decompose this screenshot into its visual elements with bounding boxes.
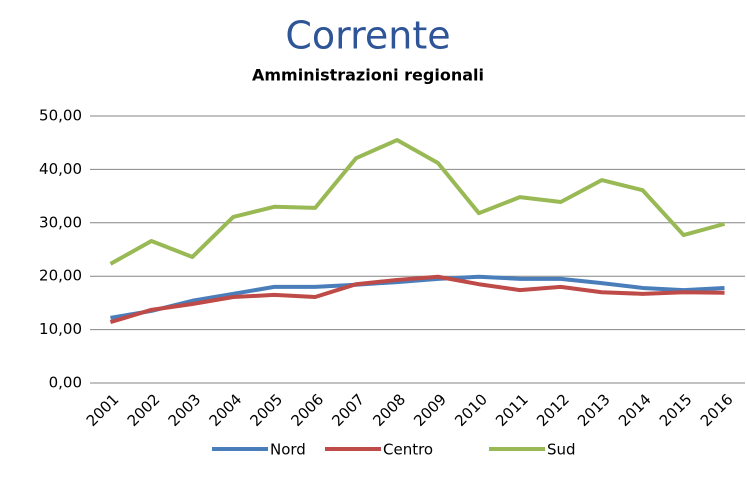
x-tick-label: 2008 [369, 390, 409, 430]
y-tick-label: 50,00 [39, 107, 82, 125]
x-tick-label: 2004 [206, 390, 246, 430]
chart-title: Corrente [285, 14, 450, 58]
x-tick-label: 2003 [165, 390, 205, 430]
series-line [109, 274, 725, 325]
y-tick-label: 30,00 [39, 213, 82, 231]
x-tick-label: 2001 [83, 390, 123, 430]
chart-subtitle: Amministrazioni regionali [252, 66, 484, 85]
y-tick-label: 0,00 [49, 374, 82, 392]
legend-label: Nord [270, 441, 306, 459]
x-tick-label: 2005 [246, 390, 286, 430]
x-tick-label: 2014 [615, 390, 655, 430]
x-tick-label: 2010 [451, 390, 491, 430]
x-tick-label: 2016 [697, 390, 737, 430]
series-line [110, 274, 725, 320]
legend-label: Sud [547, 441, 576, 459]
series-line [109, 138, 726, 266]
y-tick-label: 20,00 [39, 267, 82, 285]
x-tick-label: 2009 [410, 390, 450, 430]
y-tick-label: 40,00 [39, 160, 82, 178]
x-tick-label: 2006 [287, 390, 327, 430]
x-tick-label: 2015 [656, 390, 696, 430]
y-tick-label: 10,00 [39, 320, 82, 338]
legend-label: Centro [383, 441, 433, 459]
x-tick-label: 2002 [124, 390, 164, 430]
x-tick-label: 2012 [533, 390, 573, 430]
x-tick-label: 2011 [492, 390, 532, 430]
x-tick-label: 2007 [328, 390, 368, 430]
x-tick-label: 2013 [574, 390, 614, 430]
